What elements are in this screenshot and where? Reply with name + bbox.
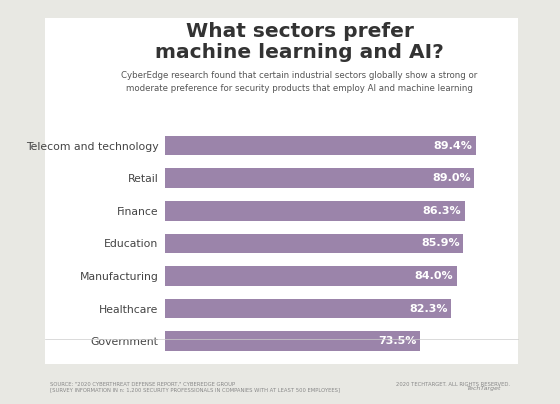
Text: CyberEdge research found that certain industrial sectors globally show a strong : CyberEdge research found that certain in…: [122, 71, 478, 93]
Text: 82.3%: 82.3%: [409, 304, 447, 314]
Bar: [165, 299, 451, 318]
Text: TechTarget: TechTarget: [466, 386, 501, 391]
Bar: [165, 234, 464, 253]
Text: 73.5%: 73.5%: [379, 336, 417, 346]
Text: 84.0%: 84.0%: [415, 271, 454, 281]
Bar: [165, 136, 475, 156]
Bar: [165, 331, 421, 351]
Text: 86.3%: 86.3%: [423, 206, 461, 216]
Text: What sectors prefer
machine learning and AI?: What sectors prefer machine learning and…: [155, 22, 444, 63]
Text: 85.9%: 85.9%: [421, 238, 460, 248]
Text: 2020 TECHTARGET. ALL RIGHTS RESERVED.: 2020 TECHTARGET. ALL RIGHTS RESERVED.: [395, 382, 510, 387]
Text: 89.0%: 89.0%: [432, 173, 471, 183]
Bar: [165, 168, 474, 188]
Text: SOURCE: "2020 CYBERTHREAT DEFENSE REPORT," CYBEREDGE GROUP
[SURVEY INFORMATION I: SOURCE: "2020 CYBERTHREAT DEFENSE REPORT…: [50, 382, 340, 393]
Text: 89.4%: 89.4%: [433, 141, 472, 151]
Bar: [165, 266, 457, 286]
Bar: [165, 201, 465, 221]
